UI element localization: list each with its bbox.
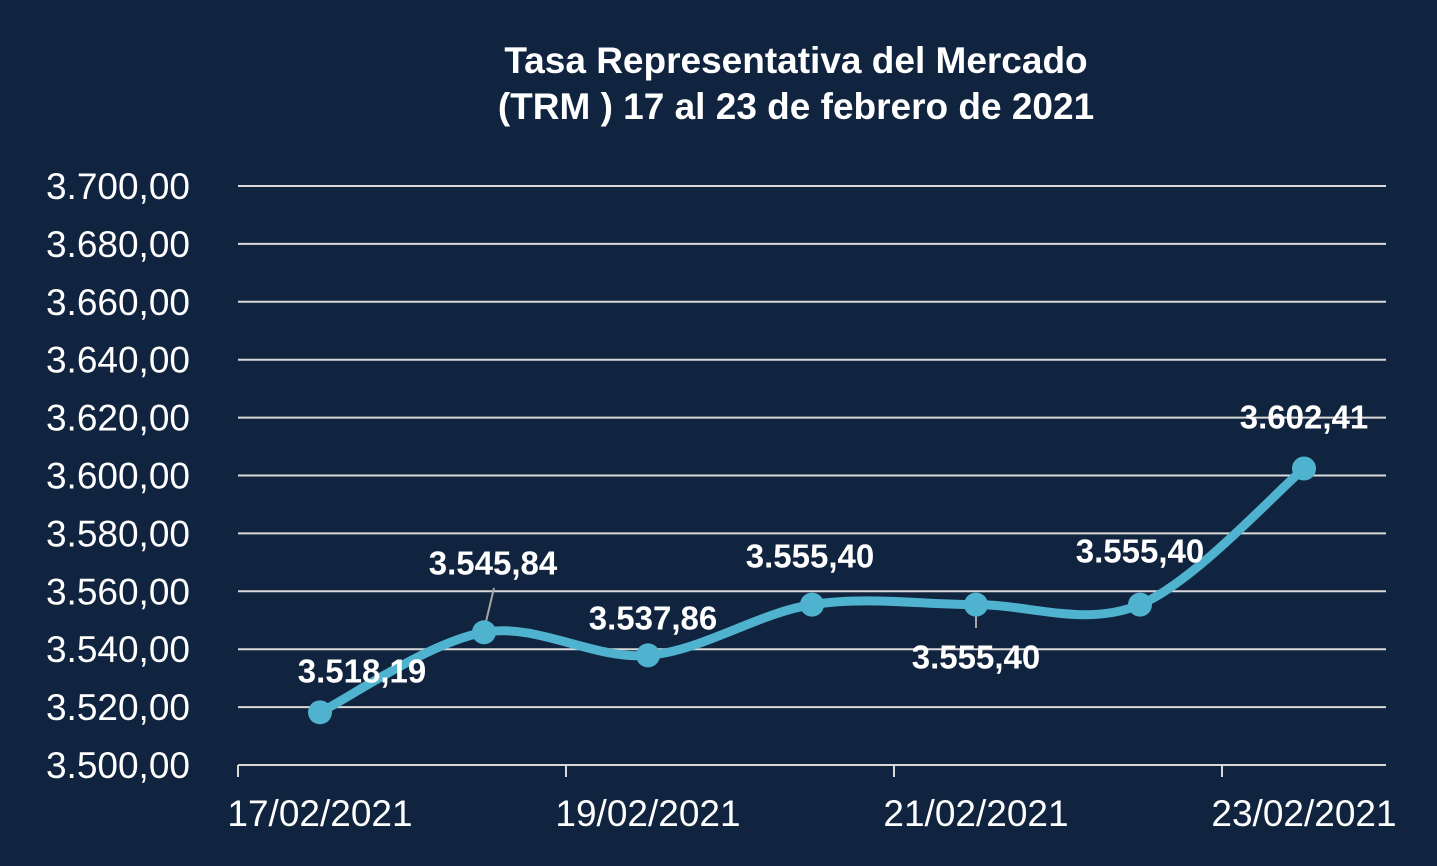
x-tick-label: 21/02/2021 <box>883 793 1068 834</box>
y-tick-label: 3.560,00 <box>46 571 190 612</box>
data-label: 3.545,84 <box>429 544 558 581</box>
data-label: 3.518,19 <box>298 652 426 689</box>
data-label: 3.537,86 <box>589 599 717 636</box>
y-tick-label: 3.580,00 <box>46 513 190 554</box>
x-tick-label: 23/02/2021 <box>1211 793 1396 834</box>
y-tick-label: 3.680,00 <box>46 224 190 265</box>
data-label: 3.602,41 <box>1240 399 1368 436</box>
y-tick-label: 3.700,00 <box>46 166 190 207</box>
y-tick-label: 3.620,00 <box>46 398 190 439</box>
data-point <box>472 620 496 645</box>
y-tick-label: 3.660,00 <box>46 282 190 323</box>
x-tick-label: 17/02/2021 <box>227 793 412 834</box>
y-tick-label: 3.600,00 <box>46 456 190 497</box>
y-tick-label: 3.540,00 <box>46 629 190 670</box>
data-label: 3.555,40 <box>746 538 874 575</box>
x-tick-label: 19/02/2021 <box>555 793 740 834</box>
y-tick-label: 3.640,00 <box>46 340 190 381</box>
chart-title-line1: Tasa Representativa del Mercado <box>504 40 1088 81</box>
data-label: 3.555,40 <box>912 639 1040 676</box>
chart-title-line2: (TRM ) 17 al 23 de febrero de 2021 <box>497 86 1095 127</box>
chart-title: Tasa Representativa del Mercado (TRM ) 1… <box>300 38 1292 130</box>
y-tick-label: 3.500,00 <box>46 745 190 786</box>
data-point <box>964 592 988 617</box>
y-tick-label: 3.520,00 <box>46 687 190 728</box>
data-point <box>636 643 660 668</box>
data-point <box>1292 456 1316 481</box>
data-point <box>1128 592 1152 617</box>
data-point <box>308 700 332 725</box>
data-label: 3.555,40 <box>1076 533 1204 570</box>
data-point <box>800 592 824 617</box>
